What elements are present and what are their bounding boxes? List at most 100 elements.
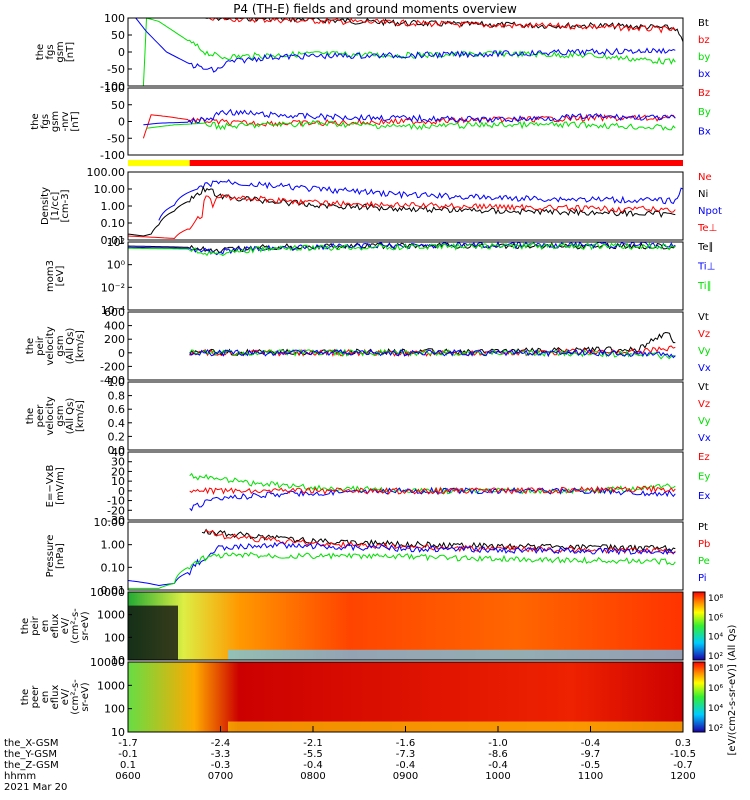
y-tick-label: 1.0 [108, 376, 126, 389]
colorbar-tick-label: 10² [708, 724, 723, 734]
y-axis-label: [km/s] [75, 400, 86, 432]
series-line-Npot [158, 178, 684, 221]
legend-entry: Vt [698, 312, 709, 323]
y-axis-label: gsm [55, 41, 66, 62]
series-line-by [142, 17, 676, 87]
legend-entry: Vz [698, 329, 710, 340]
y-tick-label: 0 [118, 46, 125, 59]
y-tick-label: 0.01 [101, 584, 126, 597]
x-axis-row-label: the_Y-GSM [4, 749, 57, 760]
colorbar-tick-label: 10⁶ [708, 684, 723, 694]
y-tick-label: 0.10 [101, 217, 126, 230]
y-axis-label: en [40, 691, 51, 704]
x-tick-label: -0.4 [581, 738, 601, 749]
y-tick-label: 50 [111, 99, 125, 112]
y-axis-label: eflux [50, 614, 61, 639]
y-axis-label: peir [35, 335, 46, 355]
series-line-Ez [189, 484, 676, 496]
y-axis-label: Density [40, 187, 51, 225]
y-axis-label: the [35, 44, 46, 60]
y-tick-label: 10⁻² [101, 281, 125, 294]
colorbar-tick-label: 10⁴ [708, 704, 723, 714]
legend-entry: Vy [698, 346, 711, 357]
y-axis-label: gsm [55, 405, 66, 426]
y-axis-label: gsm [55, 335, 66, 356]
y-tick-label: 1.00 [101, 539, 126, 552]
y-axis-label: the [30, 113, 41, 129]
x-tick-label: -0.1 [118, 749, 138, 760]
y-axis-label: fgs [45, 44, 56, 59]
x-tick-label: -2.4 [211, 738, 231, 749]
y-tick-label: 100 [104, 82, 125, 95]
y-axis-label: [mV/m] [55, 467, 66, 505]
y-tick-label: 0.4 [108, 417, 126, 430]
y-tick-label: 100.00 [87, 166, 126, 179]
y-axis-label: peer [30, 685, 41, 709]
x-axis-row-label: the_Z-GSM [4, 760, 59, 771]
legend-entry: Pt [698, 522, 708, 533]
series-line-Pi [127, 541, 676, 587]
y-tick-label: 0 [118, 347, 125, 360]
y-axis-label: velocity [45, 326, 56, 365]
y-tick-label: -20 [107, 504, 125, 517]
panel-frame [127, 521, 684, 591]
series-line-bz [205, 17, 676, 34]
x-tick-label: -0.5 [581, 760, 601, 771]
y-tick-label: 0.01 [101, 234, 126, 247]
x-tick-label: 1100 [578, 771, 603, 782]
y-axis-label: [eV] [55, 266, 66, 287]
legend-entry: Te⊥ [697, 223, 717, 234]
x-tick-label: 1000 [485, 771, 510, 782]
legend-entry: Bz [698, 88, 710, 99]
y-axis-label: [cm-3] [60, 189, 71, 222]
y-axis-label: (All Qs) [65, 398, 76, 435]
y-tick-label: -100 [100, 149, 125, 162]
legend-entry: Ni [698, 189, 708, 200]
y-tick-label: 400 [104, 320, 125, 333]
y-axis-label: the [20, 689, 31, 705]
y-axis-label: mom3 [45, 260, 56, 292]
y-axis-label: en [40, 620, 51, 633]
y-tick-label: -400 [100, 374, 125, 387]
y-tick-label: 0.0 [108, 444, 126, 457]
legend-entry: Ne [698, 172, 712, 183]
panel-frame [127, 381, 684, 451]
y-axis-label: (cm²-s- [70, 679, 81, 715]
x-tick-label: -0.4 [396, 760, 416, 771]
legend-entry: Vx [698, 433, 711, 444]
x-tick-label: -0.4 [303, 760, 323, 771]
legend-entry: Vx [698, 363, 711, 374]
y-tick-label: 30 [111, 456, 125, 469]
x-tick-label: 0.1 [120, 760, 136, 771]
y-axis-label: velocity [45, 396, 56, 435]
y-tick-label: 1.00 [101, 200, 126, 213]
legend-entry: Ez [698, 452, 710, 463]
series-line-Vx [189, 348, 676, 359]
legend-entry: Vt [698, 382, 709, 393]
legend-entry: by [698, 52, 710, 63]
y-tick-label: -10 [107, 495, 125, 508]
colorbar-tick-label: 10⁴ [708, 633, 723, 643]
legend-entry: bz [698, 35, 710, 46]
y-tick-label: 50 [111, 29, 125, 42]
colorbar-frame [692, 591, 706, 661]
y-tick-label: 100 [104, 703, 125, 716]
x-tick-label: -10.5 [670, 749, 696, 760]
colorbar-frame [692, 661, 706, 733]
series-line-Bx [143, 108, 676, 126]
y-axis-label: -nrv [60, 111, 71, 131]
y-axis-label: [km/s] [75, 330, 86, 362]
panel-frame [127, 311, 684, 381]
mode-bar-segment [189, 160, 683, 166]
panel-frame [127, 17, 684, 87]
y-axis-label: [nT] [70, 111, 81, 131]
y-tick-label: -200 [100, 360, 125, 373]
series-line-Ne [127, 193, 676, 240]
colorbar-tick-label: 10⁶ [708, 613, 723, 623]
y-axis-label: gsm [50, 111, 61, 132]
panel-frame [127, 591, 684, 661]
y-tick-label: 0 [118, 485, 125, 498]
y-axis-label: Pressure [45, 535, 56, 578]
